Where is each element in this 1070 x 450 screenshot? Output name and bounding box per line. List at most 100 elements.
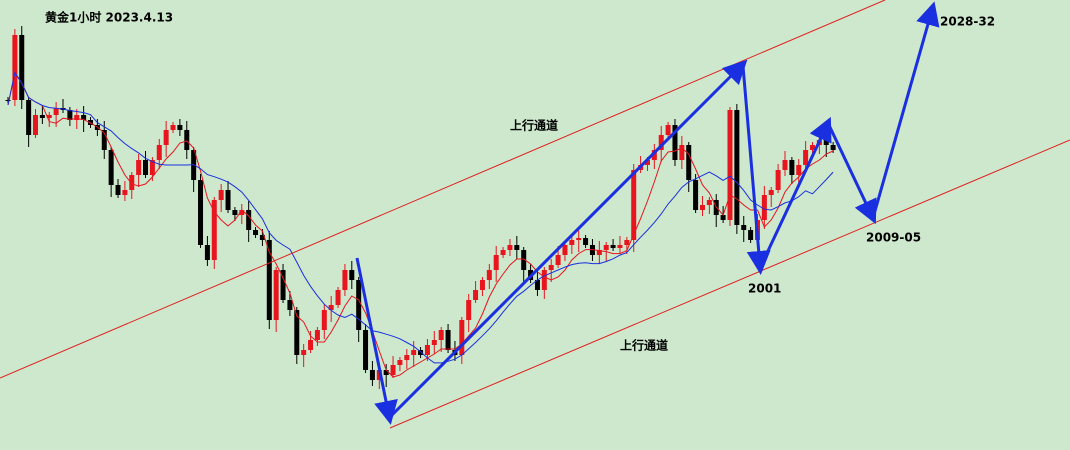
candle-body bbox=[390, 365, 396, 375]
candle-body bbox=[617, 245, 623, 248]
candle-body bbox=[67, 110, 73, 120]
candle-body bbox=[493, 255, 499, 270]
candle-body bbox=[727, 110, 733, 220]
candle-body bbox=[349, 270, 355, 280]
candle-body bbox=[143, 160, 149, 175]
candle-body bbox=[644, 160, 650, 165]
candle-body bbox=[259, 235, 265, 240]
candle-body bbox=[631, 170, 637, 240]
candle-body bbox=[521, 250, 527, 270]
candle-body bbox=[184, 130, 190, 150]
candle-body bbox=[225, 190, 231, 210]
candle-body bbox=[81, 115, 87, 120]
candle-body bbox=[720, 215, 726, 220]
candle-body bbox=[232, 210, 238, 215]
candle-body bbox=[12, 35, 18, 100]
candle-body bbox=[699, 205, 705, 210]
candle-body bbox=[204, 245, 210, 260]
candle-body bbox=[789, 160, 795, 175]
candle-body bbox=[424, 345, 430, 355]
candle-body bbox=[129, 175, 135, 190]
candle-body bbox=[404, 355, 410, 360]
candle-body bbox=[163, 130, 169, 145]
candle-body bbox=[26, 100, 32, 135]
candle-body bbox=[101, 130, 107, 150]
channel-label: 上行通道 bbox=[620, 338, 668, 353]
moving-average bbox=[7, 71, 834, 364]
candle-body bbox=[672, 125, 678, 160]
candle-body bbox=[170, 125, 176, 130]
level-label: 2009-05 bbox=[866, 231, 921, 245]
candle-body bbox=[500, 250, 506, 255]
candle-body bbox=[418, 350, 424, 355]
candle-body bbox=[583, 238, 589, 245]
candle-body bbox=[541, 270, 547, 290]
candle-body bbox=[5, 100, 11, 101]
candle-body bbox=[768, 190, 774, 195]
candle-body bbox=[253, 230, 259, 235]
candle-body bbox=[369, 370, 375, 380]
candle-body bbox=[108, 150, 114, 185]
candle-body bbox=[198, 180, 204, 245]
candle-body bbox=[273, 270, 279, 320]
candle-body bbox=[610, 245, 616, 248]
candle-body bbox=[748, 230, 754, 240]
candle-body bbox=[397, 360, 403, 365]
candle-body bbox=[562, 245, 568, 255]
candle-body bbox=[706, 200, 712, 205]
candle-body bbox=[156, 145, 162, 160]
candle-body bbox=[734, 110, 740, 225]
candle-body bbox=[651, 150, 657, 160]
candle-body bbox=[280, 270, 286, 300]
candle-body bbox=[46, 115, 52, 118]
candle-body bbox=[294, 310, 300, 355]
candle-body bbox=[534, 280, 540, 290]
candle-body bbox=[383, 370, 389, 375]
candle-body bbox=[473, 290, 479, 300]
candle-body bbox=[335, 290, 341, 305]
candle-body bbox=[775, 170, 781, 190]
candle-body bbox=[569, 240, 575, 245]
lower-channel-line bbox=[389, 139, 1070, 429]
candle-body bbox=[328, 305, 334, 310]
candle-body bbox=[459, 320, 465, 355]
candle-body bbox=[287, 300, 293, 310]
candle-body bbox=[830, 145, 836, 150]
candle-body bbox=[342, 270, 348, 290]
candle-body bbox=[603, 245, 609, 250]
candle-body bbox=[239, 210, 245, 215]
level-label: 2001 bbox=[748, 282, 781, 296]
chart-title: 黄金1小时 2023.4.13 bbox=[45, 10, 173, 25]
candle-body bbox=[514, 245, 520, 250]
candle-body bbox=[266, 240, 272, 320]
candle-body bbox=[486, 270, 492, 280]
candle-body bbox=[796, 165, 802, 175]
candle-body bbox=[321, 310, 327, 330]
candle-body bbox=[246, 210, 252, 230]
candle-body bbox=[658, 135, 664, 150]
candle-body bbox=[177, 125, 183, 130]
candle-body bbox=[466, 300, 472, 320]
candle-body bbox=[803, 150, 809, 165]
candle-body bbox=[431, 340, 437, 345]
candle-body bbox=[555, 255, 561, 265]
candle-body bbox=[596, 250, 602, 255]
candle-body bbox=[53, 108, 59, 115]
candle-body bbox=[115, 185, 121, 195]
candle-body bbox=[445, 330, 451, 350]
candle-body bbox=[19, 35, 25, 100]
candle-body bbox=[211, 200, 217, 260]
candle-body bbox=[686, 145, 692, 180]
candle-body bbox=[33, 115, 39, 135]
candle-body bbox=[136, 160, 142, 175]
candle-body bbox=[679, 145, 685, 160]
candle-body bbox=[122, 190, 128, 195]
candle-body bbox=[356, 280, 362, 330]
candle-body bbox=[314, 330, 320, 340]
candle-body bbox=[39, 115, 45, 118]
candle-body bbox=[741, 225, 747, 230]
candle-body bbox=[74, 115, 80, 120]
candle-body bbox=[576, 238, 582, 240]
candle-body bbox=[363, 330, 369, 370]
